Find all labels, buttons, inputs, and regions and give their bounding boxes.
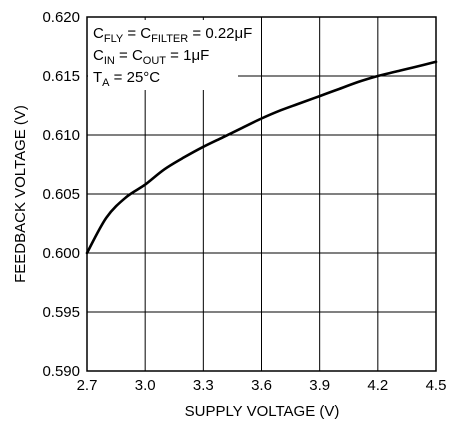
x-axis-label: SUPPLY VOLTAGE (V) [185,403,340,420]
y-axis-label: FEEDBACK VOLTAGE (V) [12,105,29,283]
y-tick-label: 0.620 [42,9,80,26]
x-tick-label: 3.3 [193,377,214,394]
x-tick-label: 4.5 [426,377,447,394]
y-tick-label: 0.600 [42,245,80,262]
annotation-cfly: CFLY = CFILTER = 0.22μF [93,25,252,45]
y-tick-label: 0.605 [42,186,80,203]
y-tick-labels: 0.620 0.615 0.610 0.605 0.600 0.595 0.590 [42,9,80,380]
plot-frame [86,16,437,372]
series-line [85,60,438,255]
x-tick-labels: 2.7 3.0 3.3 3.6 3.9 4.2 4.5 [77,377,447,394]
x-tick-label: 3.9 [309,377,330,394]
y-tick-label: 0.615 [42,68,80,85]
x-tick-label: 3.0 [135,377,156,394]
annotation-background [88,20,238,90]
annotation-cin: CIN = COUT = 1μF [93,47,209,67]
y-tick-label: 0.610 [42,127,80,144]
annotation-ta: TA = 25°C [93,69,160,89]
x-tick-label: 2.7 [77,377,98,394]
y-tick-label: 0.590 [42,363,80,380]
x-tick-label: 3.6 [251,377,272,394]
x-tick-label: 4.2 [367,377,388,394]
y-tick-label: 0.595 [42,304,80,321]
